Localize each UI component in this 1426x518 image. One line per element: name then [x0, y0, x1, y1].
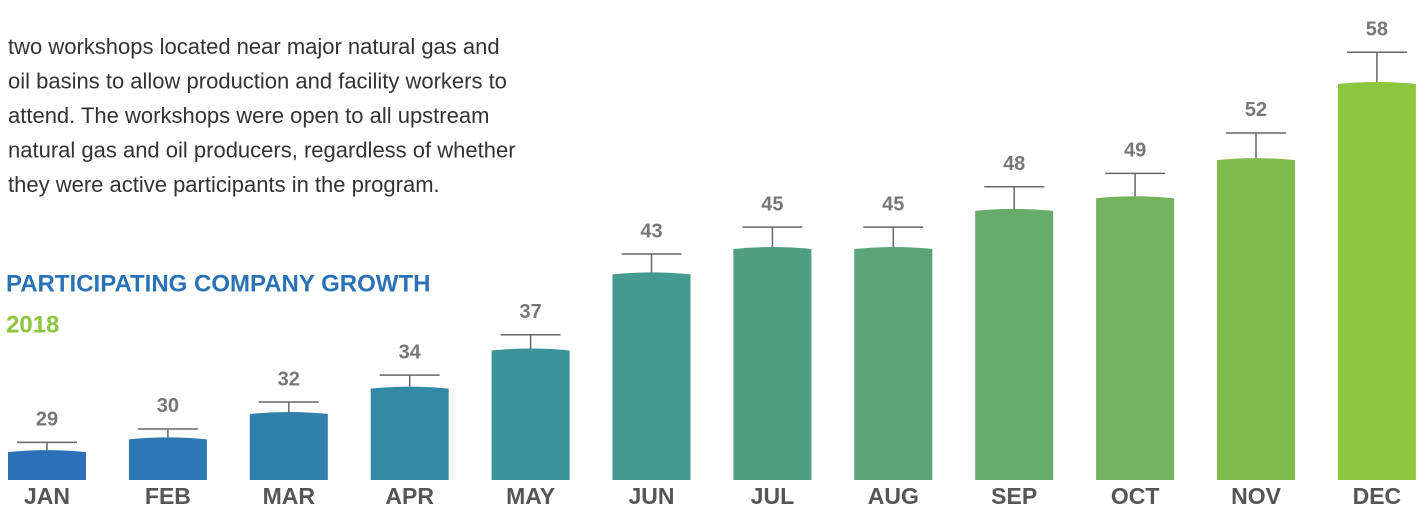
bar [249, 412, 328, 480]
chart-subtitle: 2018 [6, 311, 59, 338]
paragraph-line: attend. The workshops were open to all u… [8, 103, 489, 128]
paragraph-line: oil basins to allow production and facil… [8, 68, 507, 93]
x-tick-label: MAY [506, 483, 555, 509]
x-tick-label: DEC [1353, 483, 1402, 509]
value-label: 29 [36, 409, 58, 431]
x-tick-label: JUN [628, 483, 674, 509]
bar [975, 208, 1054, 480]
paragraph-line: they were active participants in the pro… [8, 172, 440, 197]
bar [612, 272, 691, 480]
x-tick-label: SEP [991, 483, 1037, 509]
value-label: 45 [761, 193, 783, 215]
bar [370, 386, 449, 480]
bar [1096, 196, 1175, 480]
bar [1337, 82, 1416, 480]
x-tick-label: NOV [1231, 483, 1282, 509]
value-label: 37 [519, 301, 541, 323]
x-tick-label: FEB [145, 483, 191, 509]
value-label: 45 [882, 193, 904, 215]
bar [733, 247, 812, 480]
value-label: 30 [157, 395, 179, 417]
value-label: 49 [1124, 140, 1146, 162]
x-tick-label: JUL [751, 483, 794, 509]
x-tick-label: JAN [24, 483, 70, 509]
x-tick-label: APR [385, 483, 434, 509]
value-label: 43 [640, 220, 662, 242]
x-tick-label: OCT [1111, 483, 1160, 509]
value-label: 52 [1245, 99, 1267, 121]
bar [1217, 158, 1295, 480]
x-tick-label: AUG [868, 483, 919, 509]
bar [854, 247, 933, 480]
value-label: 32 [278, 368, 300, 390]
paragraph-line: two workshops located near major natural… [8, 34, 500, 59]
bar [491, 348, 570, 480]
value-label: 34 [399, 341, 422, 363]
x-tick-label: MAR [263, 483, 316, 509]
value-label: 48 [1003, 153, 1025, 175]
value-label: 58 [1366, 19, 1388, 41]
chart-title: PARTICIPATING COMPANY GROWTH [6, 270, 430, 297]
bar [8, 450, 86, 480]
paragraph-line: natural gas and oil producers, regardles… [8, 137, 516, 162]
bar [128, 437, 207, 480]
